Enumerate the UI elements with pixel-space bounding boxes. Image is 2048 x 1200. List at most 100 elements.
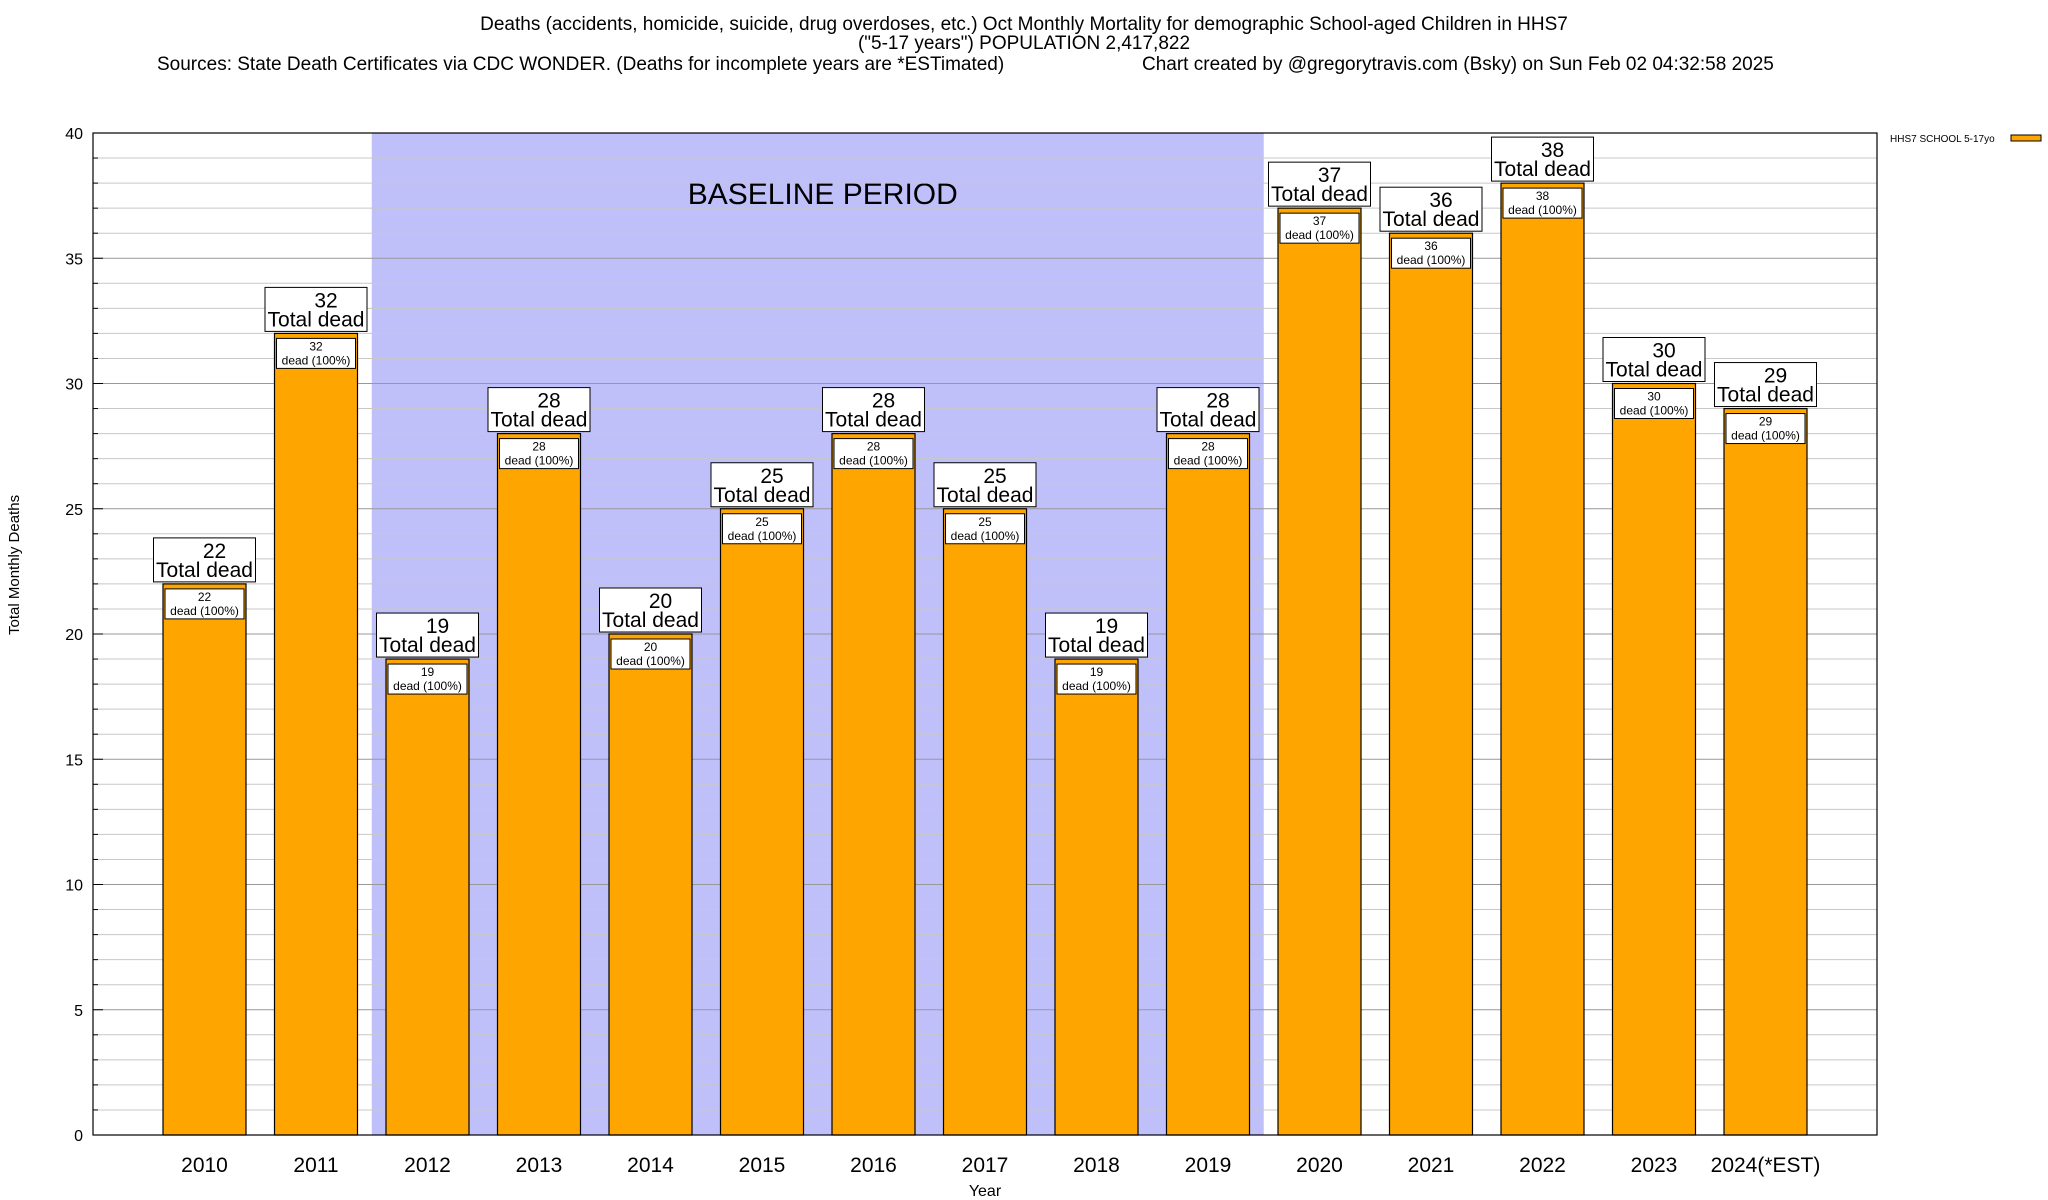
inner-label-box [1391, 237, 1471, 269]
x-tick-label: 2011 [293, 1154, 338, 1177]
y-tick-label: 0 [74, 1128, 83, 1145]
inner-value-label: 36 [1424, 239, 1438, 253]
outer-label-box [153, 537, 256, 583]
inner-percent-label: dead (100%) [1397, 253, 1466, 267]
outer-label-box [1379, 186, 1483, 232]
outer-total-label: Total dead [268, 308, 365, 331]
inner-percent-label: dead (100%) [616, 654, 685, 668]
bar-2023 [1611, 382, 1697, 1136]
inner-label-box [945, 513, 1025, 545]
x-tick-label: 2012 [404, 1154, 451, 1177]
inner-value-label: 20 [644, 640, 658, 654]
bar-2012 [385, 658, 470, 1136]
outer-label-box [1156, 387, 1260, 433]
outer-total-label: Total dead [1271, 183, 1368, 206]
inner-label-box [722, 513, 802, 545]
bar-2014 [608, 633, 693, 1136]
chart-subtitle: ("5-17 years") POPULATION 2,417,822 [857, 33, 1191, 54]
outer-label-box [264, 286, 368, 332]
inner-value-label: 37 [1313, 214, 1327, 228]
inner-percent-label: dead (100%) [1062, 679, 1131, 693]
outer-value-label: 19 [1095, 615, 1118, 638]
inner-value-label: 25 [978, 515, 992, 529]
x-tick-label: 2015 [739, 1154, 786, 1177]
outer-total-label: Total dead [156, 559, 253, 582]
outer-total-label: Total dead [825, 409, 922, 432]
inner-percent-label: dead (100%) [393, 679, 462, 693]
inner-value-label: 28 [867, 440, 881, 454]
inner-label-box [164, 588, 245, 620]
y-axis-label: Total Monthly Deaths [6, 494, 23, 635]
plot-frame [92, 132, 1878, 1136]
outer-total-label: Total dead [937, 484, 1034, 507]
inner-label-box [1725, 413, 1806, 445]
outer-value-label: 38 [1541, 139, 1564, 162]
outer-value-label: 20 [649, 590, 672, 613]
bar-2013 [496, 433, 582, 1136]
y-tick-label: 35 [65, 251, 83, 268]
inner-percent-label: dead (100%) [1285, 228, 1354, 242]
credit-note: Chart created by @gregorytravis.com (Bsk… [1142, 54, 1774, 75]
x-tick-label: 2020 [1296, 1154, 1343, 1177]
bar-2021 [1388, 232, 1474, 1136]
outer-label-box [1045, 612, 1148, 658]
x-tick-label: 2019 [1185, 1154, 1232, 1177]
inner-value-label: 19 [421, 665, 435, 679]
x-axis-label: Year [969, 1183, 1002, 1200]
bar-2018 [1054, 658, 1139, 1136]
inner-label-box [1614, 388, 1694, 419]
y-tick-label: 40 [65, 126, 83, 143]
x-tick-label: 2018 [1073, 1154, 1120, 1177]
inner-percent-label: dead (100%) [1174, 454, 1243, 468]
x-tick-label: 2022 [1519, 1154, 1566, 1177]
y-tick-label: 10 [65, 878, 83, 895]
inner-value-label: 29 [1759, 415, 1773, 429]
inner-percent-label: dead (100%) [282, 353, 351, 367]
outer-label-box [1268, 161, 1371, 207]
legend-label: HHS7 SCHOOL 5-17yo [1890, 134, 1995, 145]
inner-label-box [833, 438, 914, 470]
x-tick-label: 2016 [850, 1154, 897, 1177]
inner-percent-label: dead (100%) [728, 529, 797, 543]
bar-2016 [831, 433, 916, 1136]
inner-value-label: 32 [309, 339, 323, 353]
outer-label-box [710, 462, 814, 508]
inner-value-label: 28 [532, 440, 546, 454]
inner-label-box [387, 663, 468, 695]
outer-label-box [822, 387, 925, 433]
outer-value-label: 32 [314, 289, 337, 312]
outer-value-label: 28 [872, 390, 895, 413]
inner-label-box [1502, 187, 1583, 219]
outer-label-box [599, 587, 702, 633]
inner-label-box [499, 438, 579, 470]
x-tick-label: 2024(*EST) [1711, 1154, 1821, 1177]
outer-value-label: 22 [203, 540, 226, 563]
outer-total-label: Total dead [1383, 208, 1480, 231]
inner-value-label: 22 [198, 590, 212, 604]
y-tick-label: 20 [65, 627, 83, 644]
bar-2022 [1500, 182, 1585, 1136]
bar-2020 [1277, 207, 1362, 1136]
inner-value-label: 28 [1201, 440, 1215, 454]
outer-label-box [1602, 337, 1706, 382]
outer-total-label: Total dead [1606, 359, 1703, 382]
outer-value-label: 19 [426, 615, 449, 638]
bar-2011 [273, 332, 359, 1136]
x-tick-label: 2014 [627, 1154, 674, 1177]
outer-total-label: Total dead [602, 609, 699, 632]
outer-total-label: Total dead [491, 409, 588, 432]
outer-value-label: 37 [1318, 164, 1341, 187]
inner-percent-label: dead (100%) [1731, 429, 1800, 443]
y-tick-label: 15 [65, 752, 83, 769]
outer-total-label: Total dead [714, 484, 811, 507]
inner-percent-label: dead (100%) [951, 529, 1020, 543]
bar-2019 [1165, 433, 1251, 1136]
bar-2015 [719, 508, 805, 1136]
y-tick-label: 25 [65, 502, 83, 519]
outer-label-box [487, 387, 591, 433]
y-tick-label: 5 [74, 1003, 83, 1020]
outer-label-box [1491, 136, 1594, 182]
outer-label-box [933, 462, 1037, 508]
outer-label-box [1714, 362, 1817, 408]
outer-total-label: Total dead [1717, 384, 1814, 407]
